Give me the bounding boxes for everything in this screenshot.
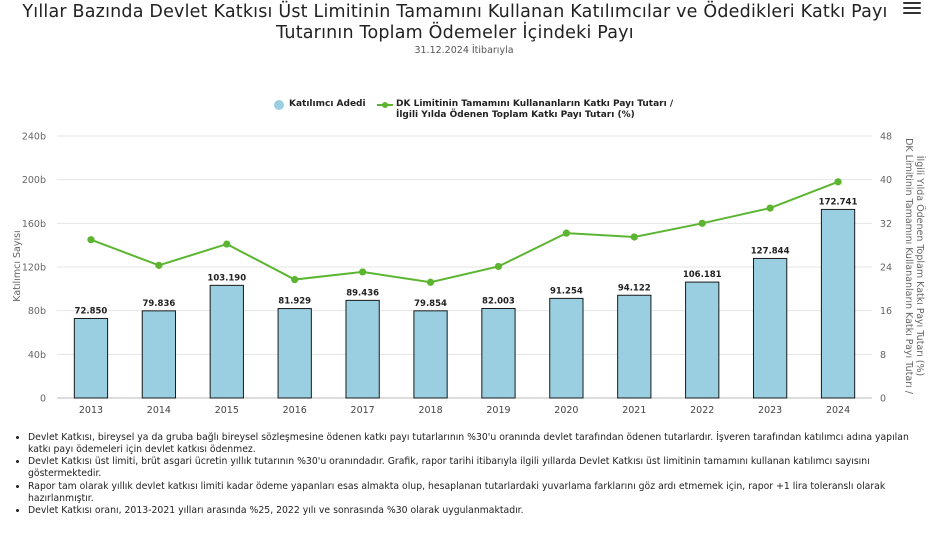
bar-data-label: 79.836	[142, 299, 175, 309]
right-axis-tick-label: 32	[880, 219, 892, 230]
x-axis-tick-label: 2018	[418, 405, 442, 416]
bar-2016	[277, 308, 312, 399]
line-point-2021	[630, 233, 638, 241]
footnote-item: Rapor tam olarak yıllık devlet katkısı l…	[28, 481, 914, 504]
x-axis-tick-label: 2020	[554, 405, 578, 416]
x-axis-tick-label: 2021	[622, 405, 646, 416]
x-axis-tick-label: 2014	[147, 405, 171, 416]
line-point-2019	[494, 262, 503, 271]
line-point-2014	[155, 261, 163, 269]
left-axis-tick-label: 240b	[22, 132, 46, 143]
menu-bar	[903, 6, 921, 10]
right-axis-tick-label: 48	[880, 132, 892, 143]
hamburger-menu-icon[interactable]	[903, 0, 921, 16]
line-series	[87, 178, 842, 286]
line-point-2020	[562, 229, 570, 237]
line-point-2015	[223, 240, 231, 248]
bar-2013	[73, 317, 109, 399]
bar-data-label: 106.181	[683, 270, 722, 280]
grid-lines	[57, 135, 872, 399]
right-axis-ticks: 0 8 16 24 32 40 48	[880, 132, 892, 405]
bar-2019	[481, 307, 516, 399]
left-axis-tick-label: 0	[40, 394, 46, 405]
bar-2017	[345, 299, 380, 399]
right-axis-tick-label: 0	[880, 394, 886, 405]
bar-data-label: 103.190	[207, 273, 246, 283]
menu-bar	[903, 11, 921, 14]
footnote-item: Devlet Katkısı üst limiti, brüt asgari ü…	[28, 456, 914, 479]
bar-data-label: 172.741	[819, 197, 858, 207]
combo-chart: 0 40b 80b 120b 160b 200b 240b 0 8 16 24 32 40 48 72.…	[12, 132, 925, 417]
right-axis-title-line-1: DK Limitinin Tamamını Kullananların Katk…	[903, 138, 914, 395]
bar-2023	[752, 257, 788, 399]
bar-2018	[413, 310, 448, 399]
bar-2021	[617, 294, 652, 399]
line-point-2013	[87, 236, 95, 244]
legend-item-participants[interactable]: Katılımcı Adedi	[289, 99, 366, 109]
legend-ratio-line-2: İlgili Yılda Ödenen Toplam Katkı Payı Tu…	[396, 110, 635, 120]
left-axis-tick-label: 80b	[28, 306, 46, 317]
x-axis-tick-label: 2024	[826, 405, 850, 416]
line-point-2023	[766, 204, 774, 212]
legend-ratio-line-1: DK Limitinin Tamamını Kullananların Katk…	[396, 99, 674, 109]
footnote-item: Devlet Katkısı oranı, 2013-2021 yılları …	[28, 505, 914, 517]
left-axis-title: Katılımcı Sayısı	[12, 230, 23, 301]
legend-item-ratio[interactable]: DK Limitinin Tamamını Kullananların Katk…	[396, 99, 673, 121]
line-point-2017	[359, 268, 367, 276]
right-axis-title: DK Limitinin Tamamını Kullananların Katk…	[903, 138, 925, 395]
right-axis-tick-label: 40	[880, 175, 892, 186]
legend-line-marker	[377, 101, 393, 108]
footnotes: Devlet Katkısı, bireysel ya da gruba bağ…	[14, 432, 914, 518]
right-axis-title-line-2: İlgili Yılda Ödenen Toplam Katkı Payı Tu…	[914, 156, 925, 377]
footnote-item: Devlet Katkısı, bireysel ya da gruba bağ…	[28, 432, 914, 455]
bar-2020	[549, 297, 584, 399]
chart-subtitle: 31.12.2024 İtibarıyla	[414, 45, 514, 56]
line-point-2024	[834, 178, 842, 186]
bar-data-label: 82.003	[482, 296, 515, 306]
bar-2022	[685, 281, 720, 399]
bar-data-label: 91.254	[550, 286, 583, 296]
left-axis-ticks: 0 40b 80b 120b 160b 200b 240b	[22, 132, 46, 405]
left-axis-tick-label: 200b	[22, 175, 46, 186]
x-axis-tick-label: 2023	[758, 405, 782, 416]
legend-bar-marker	[274, 100, 284, 110]
x-axis-tick-label: 2022	[690, 405, 714, 416]
left-axis-tick-label: 120b	[22, 263, 46, 274]
x-axis-tick-label: 2017	[351, 405, 375, 416]
bar-data-label: 89.436	[346, 288, 379, 298]
x-axis-tick-label: 2015	[215, 405, 239, 416]
bar-data-label: 79.854	[414, 299, 447, 309]
left-axis-tick-label: 40b	[28, 350, 46, 361]
bar-2014	[141, 310, 177, 399]
bar-series	[73, 208, 856, 399]
line-point-2018	[426, 278, 435, 286]
right-axis-tick-label: 16	[880, 306, 892, 317]
line-point-2022	[698, 219, 706, 227]
bar-data-label: 94.122	[618, 283, 651, 293]
chart-legend: Katılımcı Adedi DK Limitinin Tamamını Ku…	[0, 97, 928, 127]
chart-title: Yıllar Bazında Devlet Katkısı Üst Limiti…	[22, 2, 888, 43]
bar-2015	[209, 284, 244, 399]
x-axis-tick-label: 2019	[486, 405, 510, 416]
ratio-line	[90, 180, 839, 284]
bar-data-label: 72.850	[75, 306, 108, 316]
footnotes-list: Devlet Katkısı, bireysel ya da gruba bağ…	[14, 432, 914, 517]
bar-data-labels: 72.850 79.836 103.190 81.929 89.436 79.854 82.…	[75, 197, 858, 316]
x-axis-tick-label: 2016	[283, 405, 307, 416]
line-point-2016	[291, 275, 299, 284]
right-axis-tick-label: 24	[880, 263, 892, 274]
right-axis-tick-label: 8	[880, 350, 886, 361]
bar-2024	[820, 208, 856, 399]
left-axis-tick-label: 160b	[22, 219, 46, 230]
bar-data-label: 81.929	[278, 297, 311, 307]
x-axis-tick-label: 2013	[79, 405, 103, 416]
menu-bar	[903, 2, 921, 5]
bar-data-label: 127.844	[751, 246, 790, 256]
x-axis-ticks: 2013 2014 2015 2016 2017 2018 2019 2020 2021 2022…	[79, 405, 850, 416]
